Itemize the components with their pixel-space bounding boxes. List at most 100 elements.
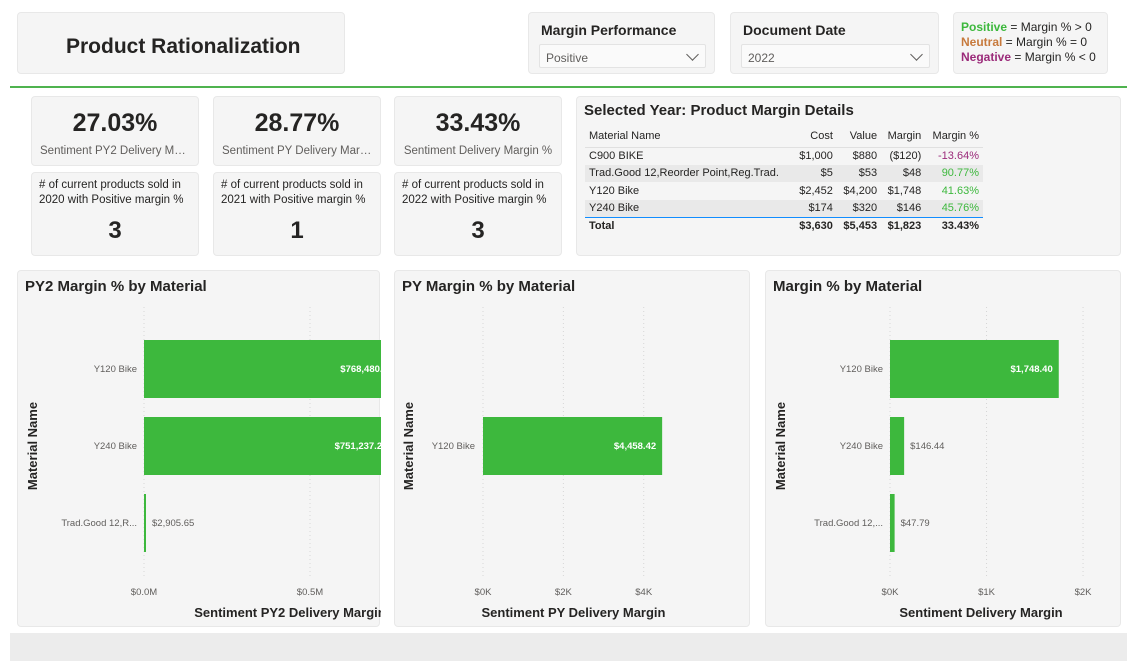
cell-margin: $48 bbox=[881, 164, 926, 182]
chart-card-py2: PY2 Margin % by Material $0.0M $0.5M Y120 … bbox=[17, 270, 381, 627]
kpi-card-py: 28.77% Sentiment PY Delivery Margin % bbox=[213, 96, 381, 166]
header-divider bbox=[10, 86, 1127, 88]
cell-margin-pct: 90.77% bbox=[925, 164, 983, 182]
column-header[interactable]: Cost bbox=[792, 125, 837, 148]
py-margin-bar-chart: $0K $2K $4K Y120 Bike $4,458.42 Sentiment PY … bbox=[401, 307, 666, 620]
cell-value: $53 bbox=[836, 164, 882, 182]
kpi-value: 33.43% bbox=[435, 109, 521, 137]
cell-margin-pct: 41.63% bbox=[941, 184, 979, 197]
count-card-2021: # of current products sold in 2021 with … bbox=[213, 172, 381, 256]
footer-bar bbox=[10, 633, 1127, 661]
cell-material: C900 BIKE bbox=[589, 150, 644, 162]
y-axis-title: Material Name bbox=[401, 402, 416, 490]
column-header[interactable]: Material Name bbox=[585, 125, 793, 148]
x-tick-label: $0.0M bbox=[131, 587, 157, 598]
bar bbox=[483, 417, 663, 475]
x-tick-label: $1K bbox=[978, 587, 996, 598]
table-row[interactable]: Y240 Bike $174 $320 $146 45.76% bbox=[585, 199, 983, 218]
title-card: Product Rationalization bbox=[17, 12, 345, 74]
slicer-header: Document Date bbox=[743, 22, 846, 38]
cell-material: Trad.Good 12,Reorder Point,Reg.Trad. bbox=[585, 164, 793, 182]
legend-word: Positive bbox=[961, 20, 1008, 34]
dropdown-value: 2022 bbox=[748, 51, 775, 65]
count-label: # of current products sold in 2022 with … bbox=[402, 179, 547, 206]
kpi-value: 27.03% bbox=[72, 109, 158, 137]
cell-total-label: Total bbox=[589, 220, 615, 232]
margin-details-card: Selected Year: Product Margin Details Ma… bbox=[576, 96, 1121, 256]
cell-margin-pct: -13.64% bbox=[938, 150, 979, 162]
x-tick-label: $2K bbox=[555, 587, 573, 598]
y-axis-title: Material Name bbox=[25, 402, 40, 490]
chevron-down-icon bbox=[686, 48, 699, 61]
x-tick-label: $2K bbox=[1075, 587, 1093, 598]
slicer-header: Margin Performance bbox=[541, 22, 677, 38]
data-label: $1,748.40 bbox=[1010, 364, 1052, 375]
chart-card-py: PY Margin % by Material $0K $2K $4K Y120 Bi… bbox=[394, 270, 750, 627]
cell-total-margin-pct: 33.43% bbox=[941, 220, 979, 232]
count-label: # of current products sold in 2021 with … bbox=[221, 179, 366, 206]
category-label: Y120 Bike bbox=[840, 364, 883, 375]
x-tick-label: $0K bbox=[475, 587, 493, 598]
margin-performance-dropdown[interactable]: Positive bbox=[539, 44, 706, 68]
legend-positive: Positive = Margin % > 0 bbox=[961, 20, 1107, 35]
data-label: $146.44 bbox=[910, 441, 944, 452]
count-value: 3 bbox=[108, 217, 122, 244]
table-row[interactable]: Y120 Bike $2,452 $4,200 $1,748 41.63% bbox=[585, 182, 983, 200]
legend-rule: = Margin % > 0 bbox=[1007, 20, 1092, 34]
chevron-down-icon bbox=[910, 48, 923, 61]
chart-title: PY Margin % by Material bbox=[402, 278, 576, 295]
category-label: Trad.Good 12,R... bbox=[61, 518, 137, 529]
dropdown-value: Positive bbox=[546, 51, 589, 65]
category-label: Trad.Good 12,... bbox=[814, 518, 883, 529]
kpi-label: Sentiment PY2 Delivery Margin % bbox=[40, 145, 190, 157]
kpi-label: Sentiment Delivery Margin % bbox=[403, 145, 553, 157]
column-header[interactable]: Margin % bbox=[925, 125, 983, 148]
table-row[interactable]: C900 BIKE $1,000 $880 ($120) -13.64% bbox=[585, 147, 983, 165]
cell-cost: $2,452 bbox=[799, 184, 833, 197]
count-card-2022: # of current products sold in 2022 with … bbox=[394, 172, 562, 256]
count-card-2020: # of current products sold in 2020 with … bbox=[31, 172, 199, 256]
x-axis-title: Sentiment PY2 Delivery Margin bbox=[194, 605, 381, 620]
count-label: # of current products sold in 2020 with … bbox=[39, 179, 184, 206]
kpi-card-current: 33.43% Sentiment Delivery Margin % bbox=[394, 96, 562, 166]
cell-margin: $146 bbox=[881, 199, 926, 218]
kpi-label: Sentiment PY Delivery Margin % bbox=[222, 145, 372, 157]
chart-card-current: Margin % by Material $0K $1K $2K Y120 Bike $… bbox=[765, 270, 1121, 627]
x-axis-title: Sentiment Delivery Margin bbox=[899, 605, 1062, 620]
cell-margin: $1,748 bbox=[887, 184, 922, 197]
bar bbox=[890, 417, 905, 475]
data-label: $768,480.08 bbox=[340, 364, 381, 375]
column-header[interactable]: Margin bbox=[881, 125, 926, 148]
legend-word: Neutral bbox=[961, 35, 1003, 49]
margin-legend: Positive = Margin % > 0 Neutral = Margin… bbox=[953, 12, 1108, 74]
cell-margin: ($120) bbox=[889, 150, 922, 162]
py2-margin-bar-chart: $0.0M $0.5M Y120 Bike $768,480.08 Y240 Bike $… bbox=[25, 307, 381, 620]
cell-total-cost: $3,630 bbox=[799, 220, 833, 232]
document-date-slicer: Document Date 2022 bbox=[730, 12, 939, 74]
table-row[interactable]: Trad.Good 12,Reorder Point,Reg.Trad. $5 … bbox=[585, 164, 983, 182]
table-total-row: Total $3,630 $5,453 $1,823 33.43% bbox=[585, 217, 983, 235]
category-label: Y120 Bike bbox=[432, 441, 475, 452]
category-label: Y240 Bike bbox=[94, 441, 137, 452]
cell-total-margin: $1,823 bbox=[887, 220, 922, 232]
x-axis-title: Sentiment PY Delivery Margin bbox=[482, 605, 666, 620]
x-tick-label: $4K bbox=[635, 587, 653, 598]
category-label: Y240 Bike bbox=[840, 441, 883, 452]
column-header[interactable]: Value bbox=[836, 125, 882, 148]
legend-rule: = Margin % < 0 bbox=[1011, 50, 1096, 64]
cell-cost: $5 bbox=[792, 164, 837, 182]
current-margin-bar-chart: $0K $1K $2K Y120 Bike $1,748.40 Y240 Bike $146… bbox=[773, 307, 1093, 620]
chart-title: PY2 Margin % by Material bbox=[25, 278, 207, 295]
kpi-value: 28.77% bbox=[254, 109, 340, 137]
cell-value: $320 bbox=[836, 199, 882, 218]
cell-material: Y240 Bike bbox=[585, 199, 793, 218]
document-date-dropdown[interactable]: 2022 bbox=[741, 44, 930, 68]
kpi-card-py2: 27.03% Sentiment PY2 Delivery Margin % bbox=[31, 96, 199, 166]
legend-neutral: Neutral = Margin % = 0 bbox=[961, 35, 1107, 50]
y-axis-title: Material Name bbox=[773, 402, 788, 490]
data-label: $2,905.65 bbox=[152, 518, 194, 529]
table-title: Selected Year: Product Margin Details bbox=[584, 102, 854, 119]
cell-cost: $1,000 bbox=[799, 150, 833, 162]
count-value: 3 bbox=[471, 217, 485, 244]
bar bbox=[890, 494, 895, 552]
